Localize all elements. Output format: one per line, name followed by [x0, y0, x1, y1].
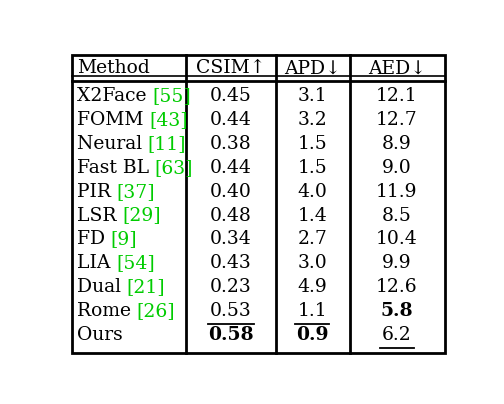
Text: APD↓: APD↓ — [284, 59, 341, 77]
Text: 0.34: 0.34 — [210, 231, 252, 248]
Text: [9]: [9] — [111, 231, 138, 248]
Text: LSR: LSR — [77, 206, 122, 225]
Text: 1.4: 1.4 — [297, 206, 327, 225]
Text: [54]: [54] — [116, 255, 155, 272]
Text: 5.8: 5.8 — [381, 302, 413, 320]
Text: 0.48: 0.48 — [210, 206, 252, 225]
Text: 12.7: 12.7 — [376, 111, 418, 129]
Text: 0.53: 0.53 — [210, 302, 252, 320]
Text: Neural: Neural — [77, 135, 148, 153]
Text: 1.5: 1.5 — [297, 159, 327, 177]
Text: Fast BL: Fast BL — [77, 159, 155, 177]
Text: [37]: [37] — [116, 183, 155, 200]
Text: LIA: LIA — [77, 255, 116, 272]
Text: 1.1: 1.1 — [297, 302, 327, 320]
Text: 0.40: 0.40 — [210, 183, 252, 200]
Text: [63]: [63] — [155, 159, 194, 177]
Text: Method: Method — [77, 59, 149, 77]
Text: 1.5: 1.5 — [297, 135, 327, 153]
Text: 11.9: 11.9 — [376, 183, 418, 200]
Text: FD: FD — [77, 231, 111, 248]
Text: CSIM↑: CSIM↑ — [196, 59, 266, 77]
Text: Rome: Rome — [77, 302, 137, 320]
Text: 9.9: 9.9 — [382, 255, 412, 272]
Text: [43]: [43] — [149, 111, 188, 129]
Text: 0.58: 0.58 — [208, 326, 254, 344]
Text: 0.9: 0.9 — [296, 326, 329, 344]
Text: 3.0: 3.0 — [297, 255, 327, 272]
Text: Ours: Ours — [77, 326, 122, 344]
Text: 12.6: 12.6 — [376, 278, 418, 297]
Text: 0.43: 0.43 — [210, 255, 252, 272]
Text: [29]: [29] — [122, 206, 161, 225]
Text: 4.9: 4.9 — [297, 278, 327, 297]
Text: PIR: PIR — [77, 183, 116, 200]
Text: X2Face: X2Face — [77, 87, 152, 105]
Text: 3.2: 3.2 — [297, 111, 327, 129]
Text: 3.1: 3.1 — [297, 87, 327, 105]
Text: 0.23: 0.23 — [210, 278, 252, 297]
Text: 9.0: 9.0 — [382, 159, 412, 177]
Text: 0.44: 0.44 — [210, 111, 252, 129]
Text: 2.7: 2.7 — [297, 231, 327, 248]
Text: 0.45: 0.45 — [210, 87, 252, 105]
Text: [21]: [21] — [127, 278, 165, 297]
Text: 4.0: 4.0 — [297, 183, 327, 200]
Text: 6.2: 6.2 — [382, 326, 412, 344]
Text: FOMM: FOMM — [77, 111, 149, 129]
Text: 10.4: 10.4 — [376, 231, 418, 248]
Text: AED↓: AED↓ — [368, 59, 426, 77]
Text: 0.38: 0.38 — [210, 135, 252, 153]
Text: 12.1: 12.1 — [376, 87, 418, 105]
Text: [11]: [11] — [148, 135, 186, 153]
Text: 8.9: 8.9 — [382, 135, 412, 153]
Text: 0.44: 0.44 — [210, 159, 252, 177]
Text: [26]: [26] — [137, 302, 175, 320]
Text: Dual: Dual — [77, 278, 127, 297]
Text: 8.5: 8.5 — [382, 206, 412, 225]
Text: [55]: [55] — [152, 87, 191, 105]
